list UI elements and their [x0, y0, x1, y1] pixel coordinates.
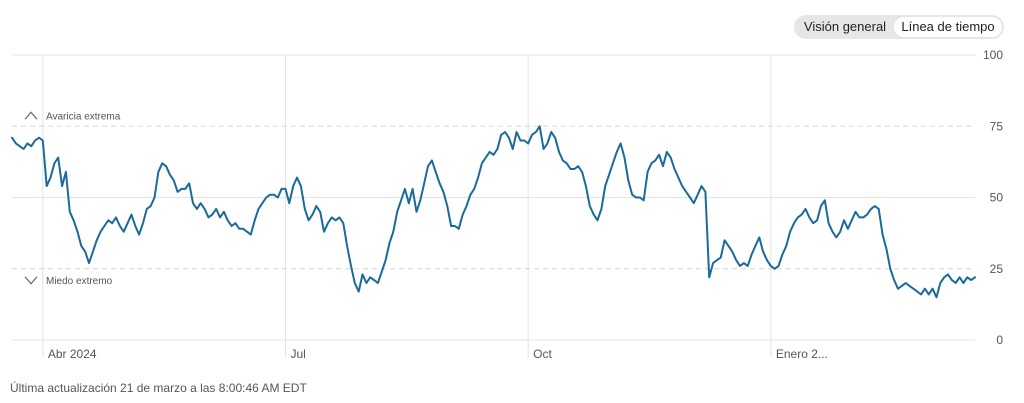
y-tick-label: 0 [996, 333, 1003, 347]
x-tick-label: Oct [533, 347, 552, 361]
fear-greed-chart: Avaricia extrema Miedo extremo 0 25 50 75 100… [11, 48, 1003, 361]
toggle-overview-button[interactable]: Visión general [803, 19, 887, 34]
last-updated-text: Última actualización 21 de marzo a las 8… [10, 381, 307, 395]
x-axis-labels: Abr 2024 Jul Oct Enero 2... [48, 347, 828, 361]
y-tick-label: 50 [990, 191, 1004, 205]
vertical-gridlines [42, 55, 772, 358]
y-tick-label: 25 [990, 262, 1004, 276]
x-tick-label: Jul [290, 347, 305, 361]
zone-markers: Avaricia extrema Miedo extremo [24, 111, 121, 287]
toggle-timeline-button[interactable]: Línea de tiempo [894, 17, 1002, 37]
zone-label: Miedo extremo [46, 276, 113, 287]
x-tick-label: Abr 2024 [48, 347, 97, 361]
x-tick-label: Enero 2... [776, 347, 828, 361]
chevron-up-icon [24, 111, 38, 120]
zone-label: Avaricia extrema [46, 111, 121, 122]
series-line [11, 125, 976, 299]
chevron-down-icon [24, 276, 38, 285]
y-tick-label: 100 [983, 48, 1003, 62]
data-line-group [11, 125, 976, 299]
y-tick-label: 75 [990, 119, 1004, 133]
horizontal-gridlines [12, 54, 975, 341]
view-toggle: Visión general Línea de tiempo [794, 15, 1004, 39]
y-axis-labels: 0 25 50 75 100 [983, 48, 1003, 347]
